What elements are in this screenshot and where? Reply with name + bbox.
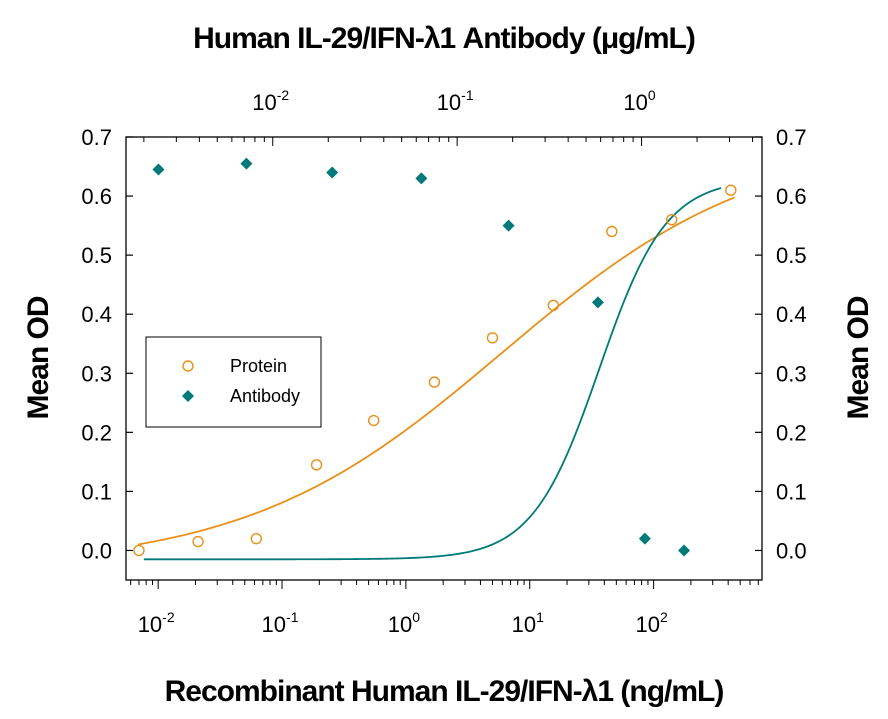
antibody-point (678, 544, 691, 557)
protein-point (192, 535, 204, 548)
antibody-point (152, 163, 165, 176)
legend-antibody-marker (182, 390, 194, 402)
protein-point (133, 544, 145, 557)
x-tick-label-bottom: 101 (512, 609, 544, 637)
fit-lines (137, 187, 735, 561)
protein-point (250, 532, 263, 545)
legend-protein-label: Protein (230, 356, 287, 376)
y-tick-label-right: 0.2 (776, 420, 807, 445)
fit-curve-antibody (143, 187, 722, 561)
y-tick-label-left: 0.4 (81, 302, 112, 327)
x-tick-label-top: 10-2 (252, 87, 289, 115)
antibody-point (415, 172, 428, 185)
data-points (133, 157, 737, 557)
x-tick-label-top: 100 (623, 87, 655, 115)
x-axis-top: 10-2 10-1 100 (143, 87, 754, 146)
chart-title: Human IL-29/IFN-λ1 Antibody (μg/mL) (193, 22, 695, 55)
x-tick-label-bottom: 100 (388, 609, 420, 637)
plot-frame (125, 136, 763, 581)
y-tick-label-left: 0.6 (81, 184, 112, 209)
y-tick-label-left: 0.3 (81, 361, 112, 386)
y-axis-right: 0.0 0.1 0.2 0.3 0.4 0.5 0.6 0.7 (755, 125, 807, 563)
y-tick-label-right: 0.6 (776, 184, 807, 209)
y-axis-left: 0.0 0.1 0.2 0.3 0.4 0.5 0.6 0.7 (81, 125, 133, 563)
x-tick-label-bottom: 10-2 (138, 609, 175, 637)
protein-point (725, 184, 737, 196)
y-tick-label-right: 0.1 (776, 479, 807, 504)
protein-point (368, 414, 380, 427)
fit-curve-protein (137, 196, 735, 546)
protein-point (486, 332, 499, 344)
y-axis-label-left: Mean OD (22, 296, 55, 419)
x-tick-label-top: 10-1 (437, 87, 474, 115)
x-axis-label: Recombinant Human IL-29/IFN-λ1 (ng/mL) (165, 675, 724, 708)
x-tick-label-bottom: 10-1 (262, 609, 299, 637)
y-tick-label-left: 0.2 (81, 420, 112, 445)
legend: Protein Antibody (145, 336, 322, 428)
y-tick-label-left: 0.0 (81, 538, 112, 563)
y-tick-label-left: 0.1 (81, 479, 112, 504)
protein-point (666, 213, 678, 226)
protein-point (428, 376, 441, 388)
y-tick-label-right: 0.7 (776, 125, 807, 150)
antibody-point (240, 157, 253, 170)
protein-point (547, 299, 560, 312)
y-tick-label-right: 0.0 (776, 538, 807, 563)
antibody-point (591, 296, 604, 309)
x-tick-label-bottom: 102 (635, 609, 667, 637)
legend-box (145, 336, 322, 428)
y-tick-label-right: 0.3 (776, 361, 807, 386)
antibody-point (326, 166, 339, 179)
legend-antibody-label: Antibody (230, 386, 300, 406)
legend-protein-marker (182, 360, 194, 372)
y-axis-label-right: Mean OD (842, 296, 875, 419)
y-tick-label-right: 0.5 (776, 243, 807, 268)
y-tick-label-left: 0.7 (81, 125, 112, 150)
antibody-point (638, 532, 651, 545)
x-axis-bottom: 10-2 10-1 100 101 102 (130, 580, 759, 637)
protein-point (606, 225, 618, 238)
protein-point (310, 459, 323, 471)
y-tick-label-left: 0.5 (81, 243, 112, 268)
antibody-point (502, 219, 515, 232)
y-tick-label-right: 0.4 (776, 302, 807, 327)
